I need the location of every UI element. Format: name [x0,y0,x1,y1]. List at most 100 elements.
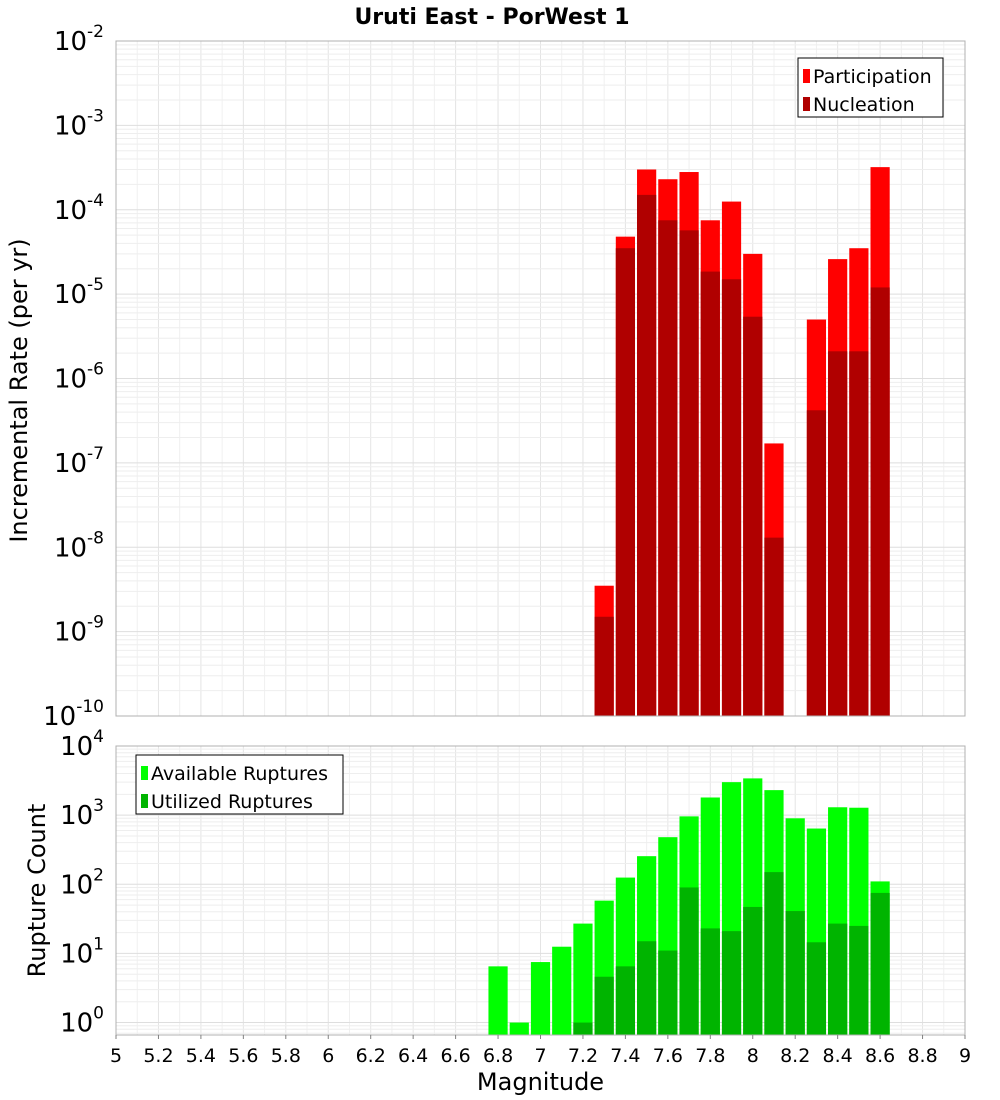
rupture-count-chart-y-axis-label: Rupture Count [23,804,51,978]
rupture-bar-s1 [573,923,593,1035]
y-tick-exponent: -3 [87,106,104,126]
rupture-bar-s1 [530,962,551,1035]
rate-chart-grid [115,40,966,717]
y-tick-label: 10-5 [54,275,104,310]
y-tick-exponent: -4 [87,191,104,211]
x-tick-label: 9 [959,1045,971,1067]
rate-legend-swatch [803,97,810,111]
y-tick-base: 10 [43,702,76,732]
y-tick-label: 10-4 [54,191,104,226]
y-tick-base: 10 [60,732,93,762]
rupture-legend-swatch [141,766,148,780]
y-tick-exponent: 0 [93,1004,104,1024]
x-tick-label: 5.8 [271,1045,301,1067]
rupture-bar-s2 [700,928,720,1035]
y-tick-exponent: -7 [87,444,104,464]
rupture-bar-s2 [806,942,827,1035]
rupture-bar-s2 [828,923,848,1035]
rate-chart-y-axis-label: Incremental Rate (per yr) [5,238,33,542]
rate-bar-s2 [594,616,614,716]
y-tick-exponent: -5 [87,275,104,295]
rate-chart-frame [115,40,966,717]
y-tick-base: 10 [54,196,87,226]
y-tick-label: 103 [60,796,104,831]
y-tick-base: 10 [60,801,93,831]
x-tick-label: 5.2 [143,1045,173,1067]
chart-title: Uruti East - PorWest 1 [354,5,629,30]
rupture-legend-box [135,754,344,815]
y-tick-base: 10 [54,280,87,310]
y-tick-exponent: -10 [76,697,104,717]
x-tick-label: 8.8 [907,1045,937,1067]
x-tick-label: 8.2 [780,1045,810,1067]
y-tick-exponent: -8 [87,528,104,548]
x-tick-label: 6 [322,1045,334,1067]
rate-legend-box [797,57,944,118]
y-tick-exponent: -9 [87,613,104,633]
rupture-bar-s2 [658,950,678,1035]
rupture-bar-s1 [509,1022,529,1035]
rate-bar-s2 [764,537,784,716]
rate-bar-s2 [806,410,827,716]
rupture-bar-s2 [764,872,784,1035]
y-tick-base: 10 [60,939,93,969]
y-tick-label: 10-7 [54,444,104,479]
x-tick-label: 8 [747,1045,759,1067]
rupture-bar-s2 [849,925,869,1035]
rate-bar-s2 [658,220,678,717]
rate-chart-bars [594,167,890,717]
y-tick-label: 10-10 [43,697,104,732]
rupture-bar-s2 [615,966,635,1035]
x-tick-label: 7.6 [653,1045,683,1067]
y-tick-base: 10 [54,533,87,563]
y-tick-label: 10-3 [54,106,104,141]
x-tick-label: 5.4 [186,1045,216,1067]
y-tick-label: 100 [60,1004,104,1039]
y-tick-exponent: -2 [87,22,104,42]
rupture-bar-s2 [594,976,614,1035]
x-tick-label: 6.8 [483,1045,513,1067]
x-tick-label: 7.4 [610,1045,640,1067]
rupture-bar-s2 [573,1022,593,1035]
x-tick-label: 5.6 [228,1045,258,1067]
x-tick-label: 8.6 [865,1045,895,1067]
rupture-bar-s2 [679,887,699,1035]
rate-legend-label: Participation [813,66,932,88]
x-tick-label: 7 [534,1045,546,1067]
x-tick-label: 7.2 [568,1045,598,1067]
y-tick-base: 10 [54,618,87,648]
y-tick-exponent: 2 [93,865,104,885]
y-tick-base: 10 [54,449,87,479]
rate-legend-label: Nucleation [813,94,915,116]
y-tick-exponent: -6 [87,360,104,380]
rate-bar-s2 [637,194,657,716]
y-tick-base: 10 [54,365,87,395]
rate-bar-s2 [679,230,699,716]
x-tick-label: 6.4 [398,1045,428,1067]
y-tick-exponent: 1 [93,934,104,954]
rate-bar-s2 [828,351,848,716]
rupture-count-chart-bars [488,778,890,1035]
y-tick-base: 10 [60,870,93,900]
magnitude-x-axis-label: Magnitude [477,1068,604,1096]
y-tick-base: 10 [54,111,87,141]
rate-bar-s2 [615,248,635,717]
rupture-count-chart-legend: Available Ruptures Utilized Ruptures [135,754,344,815]
rate-bar-s2 [700,271,720,716]
rupture-bar-s1 [488,966,508,1035]
magnitude-x-ticks: 5 5.2 5.4 5.6 5.8 6 6.2 6.4 6.6 6.8 7 7.2 7.4 7.6 7.8 8… [110,1035,971,1067]
y-tick-exponent: 3 [93,796,104,816]
rupture-legend-label: Utilized Ruptures [151,791,313,813]
rate-bar-s2 [870,287,890,716]
x-tick-label: 6.2 [356,1045,386,1067]
rate-bar-s2 [743,316,763,716]
y-tick-label: 10-8 [54,528,104,563]
rate-chart-legend: Participation Nucleation [797,57,944,118]
x-tick-label: 7.8 [695,1045,725,1067]
y-tick-label: 10-6 [54,360,104,395]
